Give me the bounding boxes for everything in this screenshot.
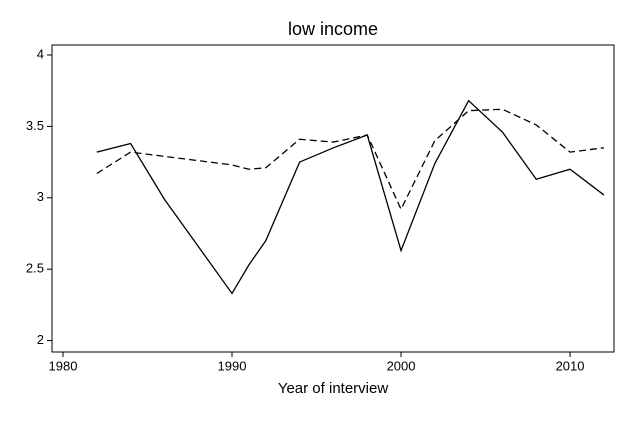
plot-frame xyxy=(51,44,615,353)
x-tick-label: 1990 xyxy=(218,358,247,373)
y-tick-label: 2.5 xyxy=(26,261,44,276)
x-axis-label: Year of interview xyxy=(278,380,389,397)
y-tick-label: 3.5 xyxy=(26,118,44,133)
x-tick-label: 2000 xyxy=(387,358,416,373)
y-tick-label: 3 xyxy=(37,189,44,204)
line-series xyxy=(96,108,604,211)
line-series xyxy=(96,99,605,295)
x-tick-label: 2010 xyxy=(556,358,585,373)
x-tick-label: 1980 xyxy=(49,358,78,373)
y-tick-label: 4 xyxy=(37,46,44,61)
chart-title: low income xyxy=(288,19,378,39)
y-tick-label: 2 xyxy=(37,332,44,347)
